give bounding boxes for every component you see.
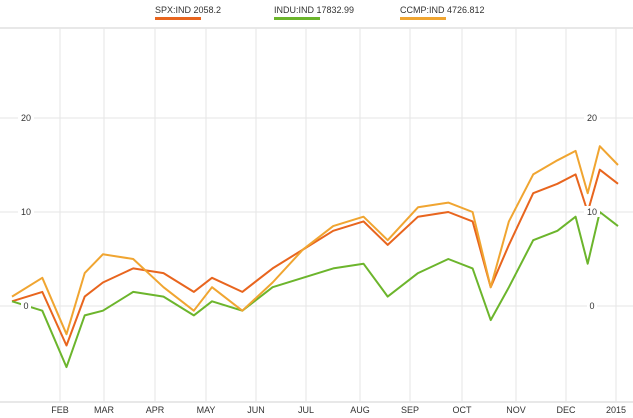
series-line-spx-ind xyxy=(11,168,619,347)
y-tick-label-left-bg xyxy=(18,206,34,217)
y-tick-label-left: 20 xyxy=(21,113,31,123)
legend-label: INDU:IND 17832.99 xyxy=(274,5,354,15)
x-tick-label: APR xyxy=(146,405,165,415)
y-tick-label-right: 10 xyxy=(587,207,597,217)
x-tick-label: NOV xyxy=(506,405,526,415)
y-axis-labels: 0 0 10 10 20 20 xyxy=(18,112,600,311)
x-tick-label: JUL xyxy=(298,405,314,415)
y-tick-label-left-bg xyxy=(21,300,31,311)
x-tick-label: SEP xyxy=(401,405,419,415)
legend: SPX:IND 2058.2 INDU:IND 17832.99 CCMP:IND … xyxy=(155,5,485,20)
x-tick-label: MAR xyxy=(94,405,115,415)
y-tick-label-right: 0 xyxy=(589,301,594,311)
x-tick-label: AUG xyxy=(350,405,370,415)
gridlines xyxy=(0,27,633,403)
y-tick-label-right-bg xyxy=(587,300,597,311)
series-line-indu-ind xyxy=(11,211,619,369)
series-line-ccmp-ind xyxy=(11,145,619,336)
legend-swatch xyxy=(274,17,320,20)
y-tick-label-right-bg xyxy=(584,112,600,123)
x-tick-label: 2015 xyxy=(606,405,626,415)
legend-label: SPX:IND 2058.2 xyxy=(155,5,221,15)
y-tick-label-left: 0 xyxy=(23,301,28,311)
x-tick-label: FEB xyxy=(51,405,69,415)
legend-swatch xyxy=(400,17,446,20)
series-group xyxy=(11,145,619,369)
x-tick-label: DEC xyxy=(556,405,576,415)
y-tick-label-left-bg xyxy=(18,112,34,123)
x-axis-labels: FEB MAR APR MAY JUN JUL AUG SEP OCT NOV DEC 2015 xyxy=(51,405,626,415)
y-tick-label-right-bg xyxy=(584,206,600,217)
x-tick-label: OCT xyxy=(453,405,473,415)
x-tick-label: MAY xyxy=(197,405,216,415)
x-tick-label: JUN xyxy=(247,405,265,415)
y-tick-label-right: 20 xyxy=(587,113,597,123)
y-tick-label-left: 10 xyxy=(21,207,31,217)
legend-swatch xyxy=(155,17,201,20)
legend-label: CCMP:IND 4726.812 xyxy=(400,5,485,15)
